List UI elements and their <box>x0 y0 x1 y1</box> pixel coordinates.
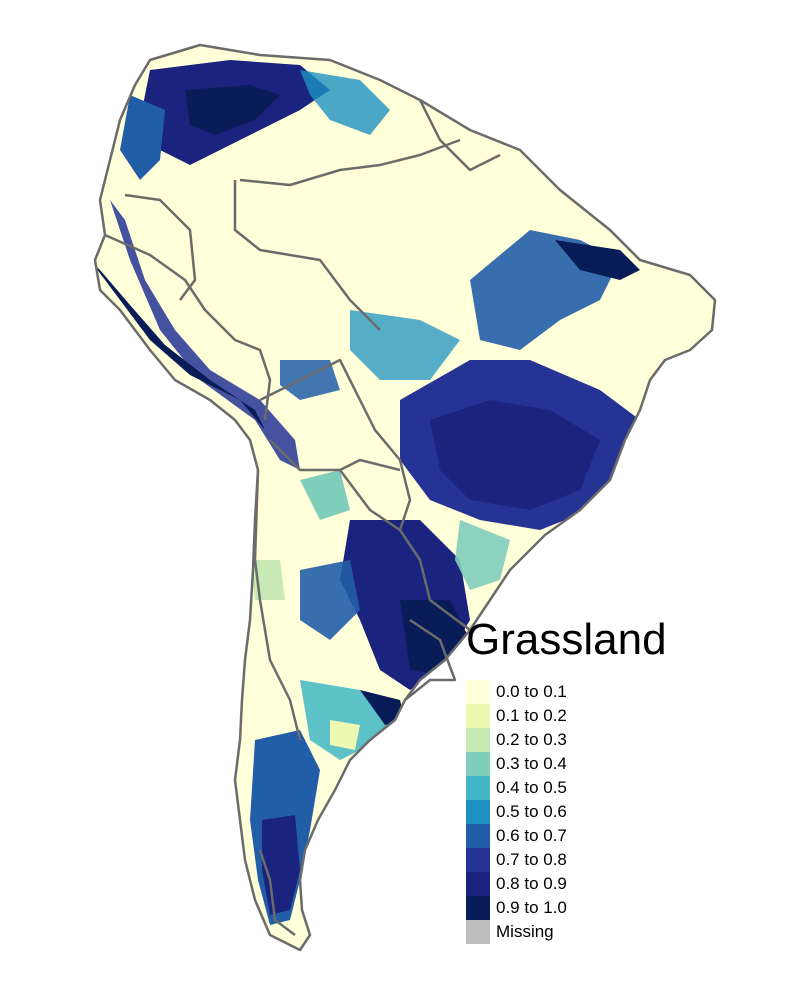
legend: 0.0 to 0.1 0.1 to 0.2 0.2 to 0.3 0.3 to 0.4… <box>466 680 567 944</box>
legend-label: 0.3 to 0.4 <box>496 754 567 773</box>
legend-item: 0.5 to 0.6 <box>466 800 567 824</box>
legend-swatch <box>466 872 490 896</box>
legend-label: 0.7 to 0.8 <box>496 850 567 869</box>
legend-item: 0.9 to 1.0 <box>466 896 567 920</box>
legend-item: 0.7 to 0.8 <box>466 848 567 872</box>
legend-swatch <box>466 776 490 800</box>
legend-swatch <box>466 680 490 704</box>
legend-item: 0.0 to 0.1 <box>466 680 567 704</box>
legend-swatch <box>466 824 490 848</box>
legend-label: 0.8 to 0.9 <box>496 874 567 893</box>
legend-item: 0.4 to 0.5 <box>466 776 567 800</box>
legend-label: 0.1 to 0.2 <box>496 706 567 725</box>
legend-swatch <box>466 752 490 776</box>
legend-swatch <box>466 896 490 920</box>
legend-label: 0.4 to 0.5 <box>496 778 567 797</box>
legend-label: Missing <box>496 922 554 941</box>
legend-swatch <box>466 920 490 944</box>
country-borders <box>93 43 717 952</box>
continent-land <box>95 45 715 950</box>
legend-label: 0.5 to 0.6 <box>496 802 567 821</box>
legend-title: Grassland <box>466 615 667 664</box>
legend-swatch <box>466 800 490 824</box>
legend-label: 0.2 to 0.3 <box>496 730 567 749</box>
legend-swatch <box>466 848 490 872</box>
legend-swatch <box>466 704 490 728</box>
legend-item: 0.8 to 0.9 <box>466 872 567 896</box>
legend-item: 0.3 to 0.4 <box>466 752 567 776</box>
legend-item: 0.1 to 0.2 <box>466 704 567 728</box>
legend-item: 0.2 to 0.3 <box>466 728 567 752</box>
legend-label: 0.6 to 0.7 <box>496 826 567 845</box>
legend-label: 0.9 to 1.0 <box>496 898 567 917</box>
legend-item: Missing <box>466 920 567 944</box>
legend-label: 0.0 to 0.1 <box>496 682 567 701</box>
legend-swatch <box>466 728 490 752</box>
legend-item: 0.6 to 0.7 <box>466 824 567 848</box>
